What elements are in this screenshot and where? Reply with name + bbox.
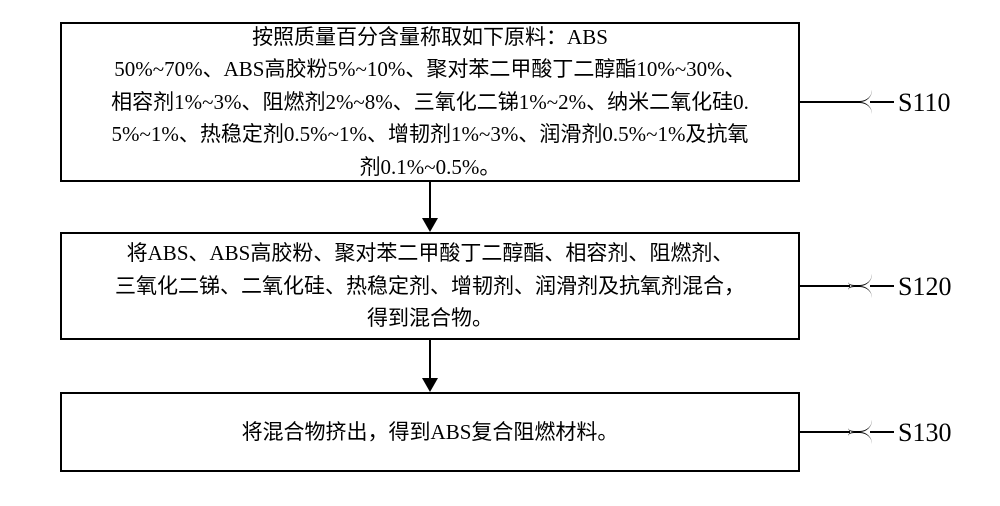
connector-s120 bbox=[800, 285, 850, 287]
connector-s130 bbox=[800, 431, 850, 433]
connector-s130-stub bbox=[870, 431, 894, 433]
connector-curve-s110-bot bbox=[848, 102, 872, 118]
arrow-s120-s130-line bbox=[429, 340, 431, 380]
connector-curve-s120-bot bbox=[848, 286, 872, 302]
step-label-s110: S110 bbox=[898, 88, 951, 118]
arrow-s110-s120-head bbox=[422, 218, 438, 232]
step-box-s130: 将混合物挤出，得到ABS复合阻燃材料。 bbox=[60, 392, 800, 472]
step-label-s120: S120 bbox=[898, 272, 951, 302]
flowchart-canvas: 按照质量百分含量称取如下原料：ABS 50%~70%、ABS高胶粉5%~10%、… bbox=[0, 0, 1000, 506]
connector-s110 bbox=[800, 101, 850, 103]
step-label-s130: S130 bbox=[898, 418, 951, 448]
arrow-s120-s130-head bbox=[422, 378, 438, 392]
connector-curve-s130-top bbox=[848, 416, 872, 432]
step-text-s130: 将混合物挤出，得到ABS复合阻燃材料。 bbox=[242, 416, 619, 449]
connector-s110-stub bbox=[870, 101, 894, 103]
step-box-s110: 按照质量百分含量称取如下原料：ABS 50%~70%、ABS高胶粉5%~10%、… bbox=[60, 22, 800, 182]
step-text-s110: 按照质量百分含量称取如下原料：ABS 50%~70%、ABS高胶粉5%~10%、… bbox=[111, 21, 749, 184]
arrow-s110-s120-line bbox=[429, 182, 431, 220]
connector-curve-s130-bot bbox=[848, 432, 872, 448]
connector-curve-s110-top bbox=[848, 86, 872, 102]
connector-curve-s120-top bbox=[848, 270, 872, 286]
step-text-s120: 将ABS、ABS高胶粉、聚对苯二甲酸丁二醇酯、相容剂、阻燃剂、 三氧化二锑、二氧… bbox=[115, 237, 745, 335]
connector-s120-stub bbox=[870, 285, 894, 287]
step-box-s120: 将ABS、ABS高胶粉、聚对苯二甲酸丁二醇酯、相容剂、阻燃剂、 三氧化二锑、二氧… bbox=[60, 232, 800, 340]
